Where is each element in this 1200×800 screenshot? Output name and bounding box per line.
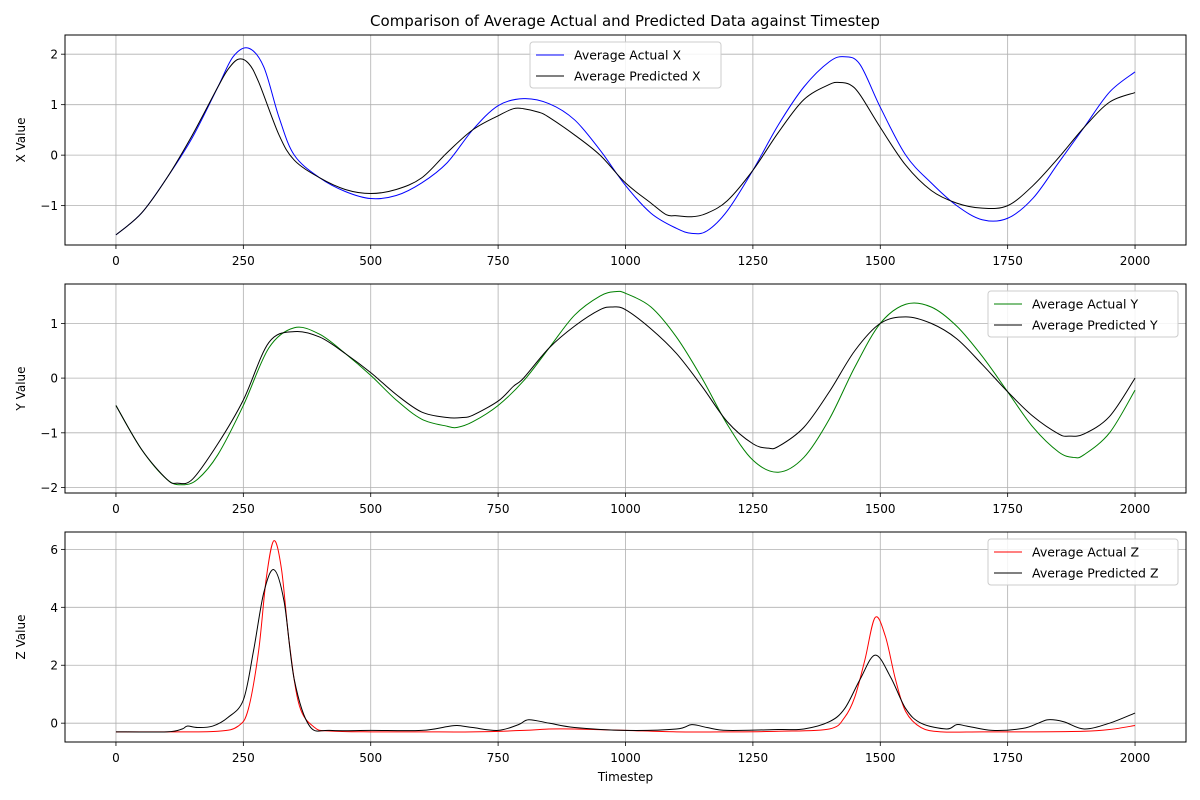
x-tick-label: 2000: [1120, 254, 1151, 268]
y-tick-label: −1: [40, 199, 58, 213]
x-tick-label: 750: [487, 751, 510, 765]
x-tick-label: 1500: [865, 254, 896, 268]
x-tick-label: 1500: [865, 751, 896, 765]
x-tick-label: 1250: [738, 502, 769, 516]
x-tick-label: 1750: [992, 751, 1023, 765]
y-tick-label: 4: [50, 601, 58, 615]
x-tick-label: 500: [359, 502, 382, 516]
x-tick-label: 1750: [992, 502, 1023, 516]
x-tick-label: 0: [112, 502, 120, 516]
y-tick-label: 1: [50, 317, 58, 331]
series-line-average-predicted-y: [115, 306, 1136, 485]
x-tick-label: 500: [359, 254, 382, 268]
legend-entry-label: Average Actual Y: [1032, 297, 1138, 312]
x-tick-label: 1250: [738, 751, 769, 765]
x-tick-label: 2000: [1120, 751, 1151, 765]
x-tick-label: 1250: [738, 254, 769, 268]
subplot-3: 0 250 500 750 1000 1250 1500 1750 2000 0 2 4 6 Z Valu…: [14, 531, 1187, 784]
series-line-average-actual-z: [115, 540, 1136, 733]
legend: Average Actual Y Average Predicted Y: [987, 290, 1179, 338]
series-line-average-predicted-x: [115, 58, 1136, 236]
subplot-1: 0 250 500 750 1000 1250 1500 1750 2000 −1 0 1 2 X Val…: [14, 34, 1187, 268]
x-tick-label: 1500: [865, 502, 896, 516]
x-tick-label: 1750: [992, 254, 1023, 268]
y-axis-label: X Value: [14, 118, 28, 163]
x-tick-label: 750: [487, 254, 510, 268]
x-tick-label: 0: [112, 254, 120, 268]
legend-frame: [987, 538, 1179, 586]
x-tick-label: 250: [232, 751, 255, 765]
legend-entry-label: Average Predicted X: [574, 69, 701, 84]
y-tick-label: 1: [50, 98, 58, 112]
x-tick-label: 750: [487, 502, 510, 516]
legend-entry-label: Average Predicted Y: [1032, 318, 1158, 333]
y-tick-label: 2: [50, 659, 58, 673]
series-lines: [115, 540, 1136, 733]
y-tick-label: −1: [40, 426, 58, 440]
y-tick-label: 0: [50, 717, 58, 731]
x-tick-label: 250: [232, 254, 255, 268]
y-tick-label: 6: [50, 543, 58, 557]
x-tick-label: 1000: [610, 751, 641, 765]
subplot-2: 0 250 500 750 1000 1250 1500 1750 2000 −2 −1 0 1 Y Va…: [14, 283, 1187, 516]
x-axis-label: Timestep: [597, 770, 653, 784]
series-line-average-predicted-z: [115, 569, 1136, 733]
legend-entry-label: Average Actual X: [574, 48, 681, 63]
x-tick-label: 0: [112, 751, 120, 765]
legend: Average Actual X Average Predicted X: [529, 41, 722, 89]
x-tick-label: 1000: [610, 502, 641, 516]
legend-frame: [529, 41, 722, 89]
series-line-average-actual-y: [115, 290, 1136, 486]
grid: [65, 284, 1186, 493]
legend-entry-label: Average Predicted Z: [1032, 566, 1159, 581]
x-tick-label: 500: [359, 751, 382, 765]
y-tick-label: 0: [50, 372, 58, 386]
x-tick-label: 2000: [1120, 502, 1151, 516]
y-tick-label: −2: [40, 481, 58, 495]
series-lines: [115, 47, 1136, 236]
chart-title: Comparison of Average Actual and Predict…: [370, 12, 880, 30]
y-tick-label: 0: [50, 149, 58, 163]
x-tick-label: 1000: [610, 254, 641, 268]
legend-entry-label: Average Actual Z: [1032, 545, 1139, 560]
legend-frame: [987, 290, 1179, 338]
y-axis-label: Z Value: [14, 615, 28, 660]
series-lines: [115, 290, 1136, 486]
x-tick-label: 250: [232, 502, 255, 516]
y-axis-label: Y Value: [14, 366, 28, 411]
legend: Average Actual Z Average Predicted Z: [987, 538, 1179, 586]
y-tick-label: 2: [50, 48, 58, 62]
